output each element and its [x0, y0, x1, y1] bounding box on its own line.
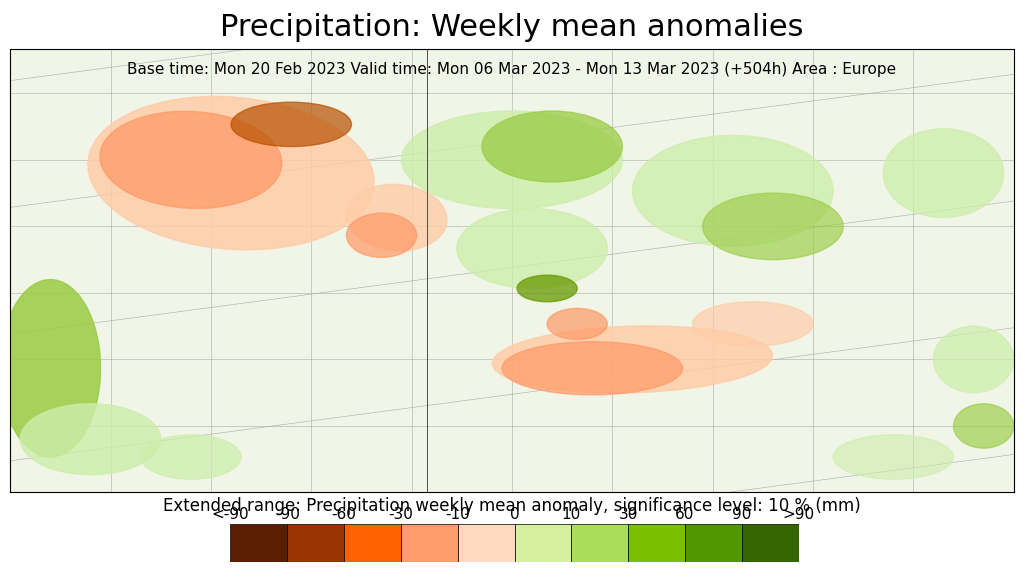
Text: <-90: <-90 — [212, 507, 249, 522]
Ellipse shape — [692, 302, 813, 346]
Ellipse shape — [884, 129, 1004, 218]
Bar — [287, 524, 344, 562]
Ellipse shape — [482, 111, 623, 182]
Ellipse shape — [702, 193, 843, 260]
Text: 60: 60 — [676, 507, 694, 522]
Ellipse shape — [953, 404, 1014, 448]
Ellipse shape — [517, 275, 578, 302]
Bar — [458, 524, 515, 562]
Text: Extended range: Precipitation weekly mean anomaly, significance level: 10 % (mm): Extended range: Precipitation weekly mea… — [163, 497, 861, 514]
Ellipse shape — [493, 326, 772, 393]
Ellipse shape — [457, 209, 607, 289]
Text: -90: -90 — [274, 507, 300, 522]
Bar — [685, 524, 741, 562]
Bar — [230, 524, 287, 562]
Bar — [515, 524, 571, 562]
Text: 10: 10 — [562, 507, 581, 522]
Text: 30: 30 — [618, 507, 638, 522]
Ellipse shape — [346, 184, 447, 251]
Bar — [571, 524, 629, 562]
Text: -60: -60 — [332, 507, 356, 522]
Ellipse shape — [88, 96, 374, 250]
Ellipse shape — [20, 404, 161, 475]
Ellipse shape — [834, 435, 953, 479]
Ellipse shape — [100, 111, 282, 209]
Ellipse shape — [502, 342, 683, 395]
Ellipse shape — [231, 102, 351, 146]
Text: Base time: Mon 20 Feb 2023 Valid time: Mon 06 Mar 2023 - Mon 13 Mar 2023 (+504h): Base time: Mon 20 Feb 2023 Valid time: M… — [127, 62, 897, 77]
Ellipse shape — [401, 111, 623, 209]
Ellipse shape — [934, 326, 1014, 393]
Text: 0: 0 — [510, 507, 519, 522]
Text: Precipitation: Weekly mean anomalies: Precipitation: Weekly mean anomalies — [220, 13, 804, 41]
Bar — [401, 524, 458, 562]
Text: 90: 90 — [732, 507, 752, 522]
Bar — [741, 524, 799, 562]
Ellipse shape — [547, 308, 607, 339]
Text: -30: -30 — [388, 507, 414, 522]
Bar — [629, 524, 685, 562]
Ellipse shape — [633, 135, 834, 247]
Ellipse shape — [346, 213, 417, 257]
Text: >90: >90 — [782, 507, 815, 522]
Text: -10: -10 — [445, 507, 470, 522]
Ellipse shape — [0, 279, 100, 457]
Ellipse shape — [140, 435, 241, 479]
Bar — [344, 524, 401, 562]
